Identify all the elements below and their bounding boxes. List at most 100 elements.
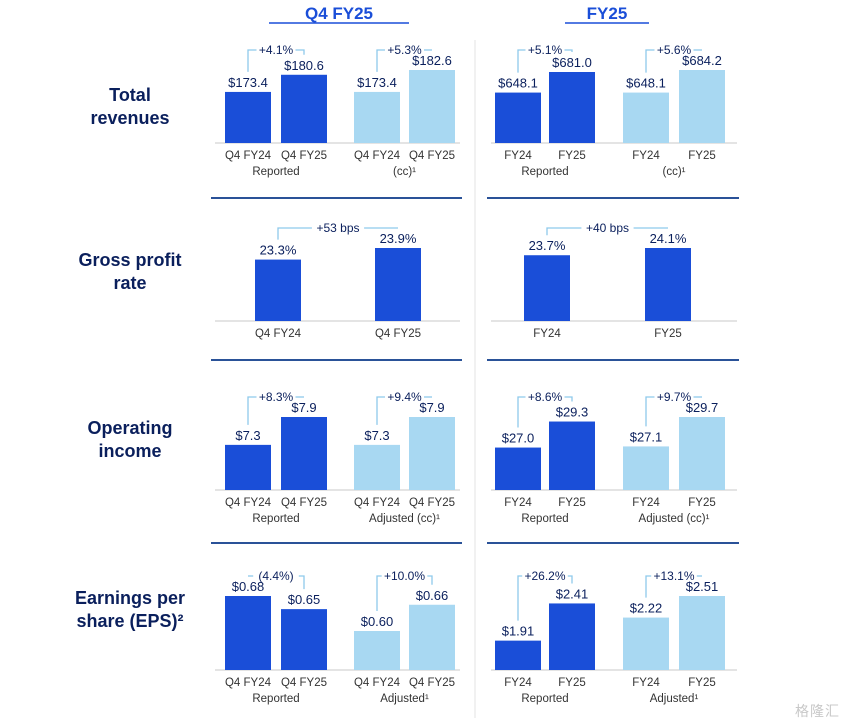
row-title-2-line-1: Gross profit xyxy=(78,250,181,270)
category-label-r3-p1-g2-b2: Q4 FY25 xyxy=(409,497,455,509)
change-bracket-left-r1-p1-g2 xyxy=(376,49,385,72)
value-label-r4-p2-g1-b1: $1.91 xyxy=(502,624,535,639)
bar-r1-p1-g1-b2 xyxy=(281,74,327,143)
change-label-r4-p2-g2: +13.1% xyxy=(653,569,694,583)
category-label-r1-p1-g1-b1: Q4 FY24 xyxy=(225,150,272,162)
value-label-r3-p1-g1-b1: $7.3 xyxy=(235,428,260,443)
group-caption-r4-p2-g1: Reported xyxy=(521,693,568,705)
value-label-r4-p1-g1-b1: $0.68 xyxy=(232,579,265,594)
change-label-r4-p2-g1: +26.2% xyxy=(524,569,565,583)
change-bracket-left-r4-p1-g2 xyxy=(376,575,382,611)
change-label-r4-p1-g2: +10.0% xyxy=(384,569,425,583)
value-label-r3-p1-g1-b2: $7.9 xyxy=(291,400,316,415)
category-label-r2-p1-g1-b2: Q4 FY25 xyxy=(375,328,421,340)
value-label-r3-p2-g1-b2: $29.3 xyxy=(556,405,589,420)
bar-r3-p1-g2-b1 xyxy=(354,444,400,490)
value-label-r2-p2-g1-b1: 23.7% xyxy=(529,238,566,253)
value-label-r4-p2-g2-b1: $2.22 xyxy=(630,601,663,616)
bar-r4-p1-g2-b1 xyxy=(354,631,400,670)
category-label-r1-p1-g2-b2: Q4 FY25 xyxy=(409,150,455,162)
category-label-r4-p2-g2-b2: FY25 xyxy=(688,677,716,689)
value-label-r1-p2-g1-b1: $648.1 xyxy=(498,76,538,91)
value-label-r3-p1-g2-b1: $7.3 xyxy=(364,428,389,443)
category-label-r4-p2-g1-b2: FY25 xyxy=(558,677,586,689)
value-label-r4-p1-g2-b1: $0.60 xyxy=(361,614,394,629)
bar-r4-p2-g1-b2 xyxy=(549,603,595,670)
group-caption-r1-p2-g2: (cc)¹ xyxy=(663,166,686,178)
change-label-r3-p1-g1: +8.3% xyxy=(259,390,294,404)
category-label-r4-p1-g1-b2: Q4 FY25 xyxy=(281,677,327,689)
value-label-r1-p1-g1-b1: $173.4 xyxy=(228,75,268,90)
value-label-r1-p2-g2-b2: $684.2 xyxy=(682,53,722,68)
bar-r4-p2-g2-b1 xyxy=(623,617,669,670)
value-label-r1-p1-g2-b2: $182.6 xyxy=(412,53,452,68)
group-caption-r1-p1-g2: (cc)¹ xyxy=(393,166,416,178)
change-label-r3-p2-g1: +8.6% xyxy=(528,390,563,404)
change-bracket-right-r1-p1-g1 xyxy=(295,49,305,55)
change-bracket-left-r3-p2-g1 xyxy=(517,396,526,428)
bar-r1-p2-g2-b2 xyxy=(679,70,725,143)
category-label-r4-p1-g2-b2: Q4 FY25 xyxy=(409,677,455,689)
change-bracket-left-r3-p2-g2 xyxy=(645,396,655,427)
column-header-1: Q4 FY25 xyxy=(305,4,373,23)
category-label-r4-p2-g2-b1: FY24 xyxy=(632,677,660,689)
category-label-r3-p1-g1-b1: Q4 FY24 xyxy=(225,497,272,509)
bar-r4-p1-g2-b2 xyxy=(409,604,455,670)
bar-r3-p2-g2-b2 xyxy=(679,417,725,490)
category-label-r3-p2-g2-b2: FY25 xyxy=(688,497,716,509)
category-label-r2-p2-g1-b2: FY25 xyxy=(654,328,682,340)
row-title-3-line-1: Operating xyxy=(87,418,172,438)
value-label-r2-p1-g1-b2: 23.9% xyxy=(380,231,417,246)
row-title-4-line-1: Earnings per xyxy=(75,588,185,608)
bar-r1-p2-g1-b2 xyxy=(549,72,595,143)
category-label-r2-p1-g1-b1: Q4 FY24 xyxy=(255,328,302,340)
category-label-r3-p2-g1-b1: FY24 xyxy=(504,497,532,509)
bar-r4-p2-g2-b2 xyxy=(679,596,725,670)
value-label-r1-p2-g2-b1: $648.1 xyxy=(626,76,666,91)
bar-r3-p1-g1-b2 xyxy=(281,417,327,490)
group-caption-r3-p1-g2: Adjusted (cc)¹ xyxy=(369,513,440,525)
category-label-r1-p1-g2-b1: Q4 FY24 xyxy=(354,150,401,162)
change-bracket-left-r4-p2-g2 xyxy=(645,575,652,598)
category-label-r3-p1-g1-b2: Q4 FY25 xyxy=(281,497,327,509)
bar-r2-p1-g1-b1 xyxy=(255,259,301,321)
bar-r3-p1-g1-b1 xyxy=(225,444,271,490)
bar-r3-p2-g2-b1 xyxy=(623,446,669,490)
value-label-r3-p2-g2-b1: $27.1 xyxy=(630,429,663,444)
group-caption-r1-p1-g1: Reported xyxy=(252,166,299,178)
change-bracket-left-r3-p1-g2 xyxy=(376,396,385,425)
category-label-r3-p1-g2-b1: Q4 FY24 xyxy=(354,497,401,509)
change-bracket-left-r1-p1-g1 xyxy=(247,49,257,72)
category-label-r1-p2-g2-b2: FY25 xyxy=(688,150,716,162)
group-caption-r3-p2-g2: Adjusted (cc)¹ xyxy=(639,513,710,525)
value-label-r1-p2-g1-b2: $681.0 xyxy=(552,55,592,70)
change-label-r3-p1-g2: +9.4% xyxy=(387,390,422,404)
value-label-r4-p1-g2-b2: $0.66 xyxy=(416,588,449,603)
change-label-r4-p1-g1: (4.4%) xyxy=(258,569,293,583)
bar-r3-p2-g1-b2 xyxy=(549,421,595,490)
column-header-2: FY25 xyxy=(587,4,628,23)
bar-r1-p1-g2-b1 xyxy=(354,91,400,143)
value-label-r1-p1-g1-b2: $180.6 xyxy=(284,58,324,73)
category-label-r4-p2-g1-b1: FY24 xyxy=(504,677,532,689)
category-label-r1-p2-g1-b2: FY25 xyxy=(558,150,586,162)
change-label-r3-p2-g2: +9.7% xyxy=(657,390,692,404)
value-label-r2-p1-g1-b1: 23.3% xyxy=(260,243,297,258)
value-label-r3-p1-g2-b2: $7.9 xyxy=(419,400,444,415)
watermark-text: 格隆汇 xyxy=(795,704,840,720)
group-caption-r3-p1-g1: Reported xyxy=(252,513,299,525)
row-title-3-line-2: income xyxy=(98,441,161,461)
bar-r2-p2-g1-b2 xyxy=(645,248,691,321)
change-bracket-left-r1-p2-g2 xyxy=(645,49,655,73)
group-caption-r4-p2-g2: Adjusted¹ xyxy=(650,693,699,705)
change-label-r1-p1-g1: +4.1% xyxy=(259,43,294,57)
category-label-r4-p1-g1-b1: Q4 FY24 xyxy=(225,677,272,689)
bar-r4-p2-g1-b1 xyxy=(495,640,541,670)
change-bracket-left-r1-p2-g1 xyxy=(517,49,526,73)
change-label-r1-p2-g2: +5.6% xyxy=(657,43,692,57)
bar-r2-p2-g1-b1 xyxy=(524,255,570,321)
change-bracket-left-r2-p2-g1 xyxy=(546,227,582,236)
value-label-r2-p2-g1-b2: 24.1% xyxy=(650,231,687,246)
category-label-r1-p1-g1-b2: Q4 FY25 xyxy=(281,150,327,162)
